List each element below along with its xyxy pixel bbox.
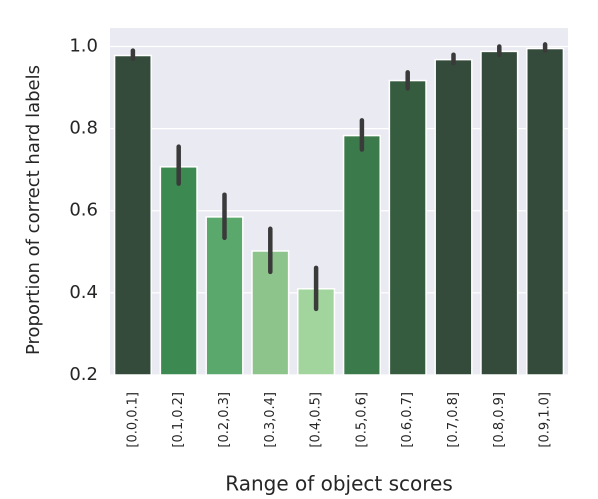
y-tick-label: 0.6 <box>69 200 98 221</box>
bar <box>342 134 381 376</box>
bar <box>434 58 473 376</box>
x-axis-label: Range of object scores <box>225 472 453 496</box>
x-tick-label: [0.8,0.9] <box>492 392 507 448</box>
y-tick-label: 0.8 <box>69 118 98 139</box>
bar <box>113 54 152 376</box>
y-tick-label: 0.2 <box>69 364 98 385</box>
x-tick-label: [0.6,0.7] <box>400 392 415 448</box>
x-tick-label: [0.3,0.4] <box>263 392 278 448</box>
x-tick-label: [0.2,0.3] <box>217 392 232 448</box>
y-tick-label: 1.0 <box>69 35 98 56</box>
y-axis-label: Proportion of correct hard labels <box>23 65 44 355</box>
bar <box>480 50 519 376</box>
x-tick-label: [0.4,0.5] <box>309 392 324 448</box>
y-tick-label: 0.4 <box>69 282 98 303</box>
bar <box>526 47 565 376</box>
x-tick-label: [0.7,0.8] <box>446 392 461 448</box>
x-tick-label: [0.1,0.2] <box>171 392 186 448</box>
bar <box>159 166 198 376</box>
x-tick-label: [0.0,0.1] <box>125 392 140 448</box>
bar <box>388 79 427 376</box>
bar <box>205 216 244 376</box>
x-tick-label: [0.5,0.6] <box>354 392 369 448</box>
x-tick-label: [0.9,1.0] <box>538 392 553 448</box>
